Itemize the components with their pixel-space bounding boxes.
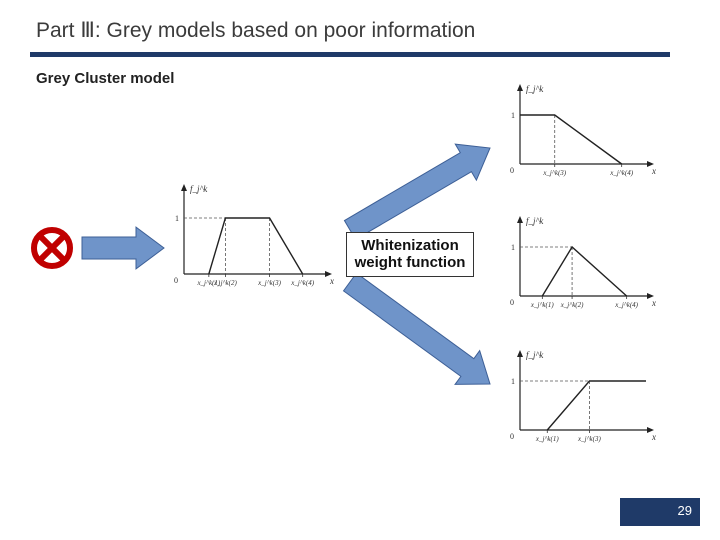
page-title: Part Ⅲ: Grey models based on poor inform… — [36, 18, 475, 43]
svg-text:x_j^k(3): x_j^k(3) — [257, 279, 281, 287]
svg-text:x: x — [651, 166, 656, 176]
title-rule — [30, 52, 670, 57]
svg-text:0: 0 — [510, 166, 514, 175]
svg-text:x_j^k(4): x_j^k(4) — [609, 169, 633, 177]
svg-text:0: 0 — [510, 432, 514, 441]
chart-trapezoid: f_j^kx01x_j^k(1)x_j^k(2)x_j^k(3)x_j^k(4) — [164, 178, 338, 296]
svg-text:x: x — [651, 432, 656, 442]
svg-text:f_j^k: f_j^k — [526, 216, 544, 226]
svg-text:x_j^k(4): x_j^k(4) — [614, 301, 638, 309]
svg-text:0: 0 — [174, 276, 178, 285]
chart-right-shoulder: f_j^kx 0 1 x_j^k(3) x_j^k(4) — [500, 78, 660, 186]
svg-text:x_j^k(3): x_j^k(3) — [542, 169, 566, 177]
svg-text:x_j^k(3): x_j^k(3) — [577, 435, 601, 443]
prohibition-icon — [30, 226, 74, 270]
svg-text:1: 1 — [175, 214, 179, 223]
svg-text:x_j^k(1): x_j^k(1) — [535, 435, 559, 443]
sub-heading: Grey Cluster model — [36, 70, 174, 87]
chart-left-shoulder: f_j^kx 0 1 x_j^k(1) x_j^k(3) — [500, 344, 660, 452]
svg-text:x_j^k(4): x_j^k(4) — [290, 279, 314, 287]
svg-text:0: 0 — [510, 298, 514, 307]
svg-text:f_j^k: f_j^k — [526, 350, 544, 360]
page-number: 29 — [678, 503, 692, 518]
chart-triangle: f_j^kx 0 1 x_j^k(1) x_j^k(2) x_j^k(4) — [500, 210, 660, 318]
svg-text:x_j^k(1): x_j^k(1) — [530, 301, 554, 309]
svg-text:x: x — [329, 276, 334, 286]
svg-text:f_j^k: f_j^k — [190, 184, 208, 194]
svg-text:f_j^k: f_j^k — [526, 84, 544, 94]
svg-text:x_j^k(2): x_j^k(2) — [560, 301, 584, 309]
svg-text:1: 1 — [511, 377, 515, 386]
svg-text:x: x — [651, 298, 656, 308]
wwf-label-box: Whitenization weight function — [346, 232, 474, 277]
svg-text:1: 1 — [511, 243, 515, 252]
svg-text:1: 1 — [511, 111, 515, 120]
svg-text:x_j^k(2): x_j^k(2) — [213, 279, 237, 287]
